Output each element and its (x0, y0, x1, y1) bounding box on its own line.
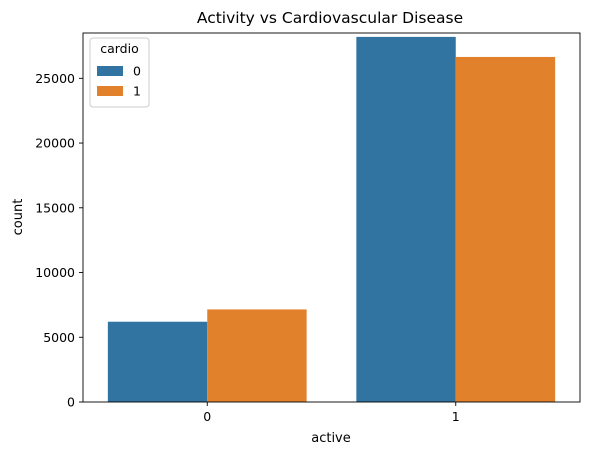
bars-group (107, 36, 556, 402)
y-tick-label: 20000 (35, 136, 75, 151)
legend-label-1: 1 (133, 84, 141, 99)
legend-items: 01 (97, 64, 141, 99)
bar-active-0-cardio-1 (207, 309, 307, 402)
y-tick-label: 5000 (43, 330, 75, 345)
legend-swatch-1 (97, 86, 123, 96)
y-axis-ticks: 0 5000 10000 15000 20000 25000 (35, 71, 83, 410)
x-tick-label: 1 (452, 409, 460, 424)
y-tick-label: 15000 (35, 200, 75, 215)
y-tick-label: 10000 (35, 265, 75, 280)
chart-title: Activity vs Cardiovascular Disease (197, 9, 463, 27)
bar-active-1-cardio-1 (455, 56, 556, 402)
plot-frame (82, 32, 581, 403)
bar-active-0-cardio-0 (107, 321, 208, 402)
x-axis-label: active (311, 431, 351, 446)
x-tick-label: 0 (203, 409, 211, 424)
y-axis-label: count (11, 199, 26, 236)
bar-active-1-cardio-0 (356, 36, 456, 402)
legend: cardio 01 (89, 37, 150, 108)
legend-label-0: 0 (133, 64, 141, 79)
y-tick-label: 0 (67, 395, 75, 410)
legend-swatch-0 (97, 66, 123, 76)
y-tick-label: 25000 (35, 71, 75, 86)
legend-title: cardio (100, 41, 139, 56)
